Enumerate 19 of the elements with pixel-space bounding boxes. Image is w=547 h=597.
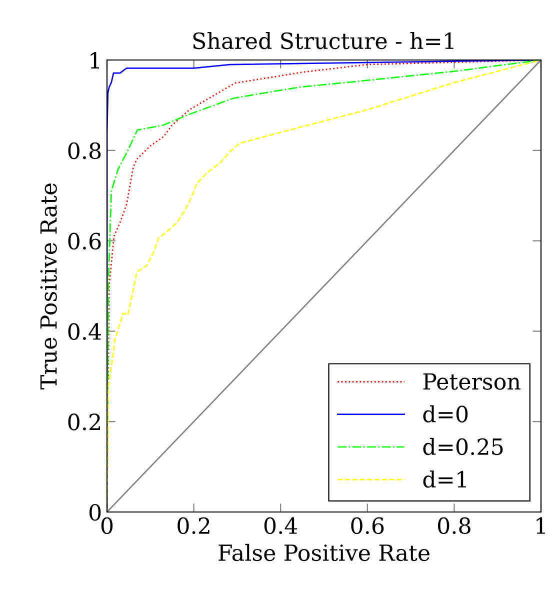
- legend-label: d=1: [423, 470, 466, 488]
- x-tick-label: 1: [536, 517, 545, 534]
- legend-label: Peterson: [423, 373, 520, 390]
- x-tick-label: 0: [101, 517, 113, 534]
- x-tick-label: 0.8: [438, 517, 470, 534]
- legend-label: d=0.25: [423, 438, 503, 456]
- y-tick-label: 0.4: [68, 323, 102, 340]
- x-axis-title: False Positive Rate: [218, 544, 430, 562]
- x-tick-label: 0.6: [351, 517, 384, 534]
- y-tick-label: 0.2: [68, 414, 100, 430]
- chart-title: Shared Structure - h=1: [193, 32, 454, 50]
- y-tick-label: 0.6: [68, 232, 101, 250]
- legend-label: d=0: [423, 405, 468, 422]
- y-tick-label: 0.8: [68, 142, 101, 160]
- x-tick-label: 0.2: [178, 517, 210, 534]
- y-axis-title: True Positive Rate: [40, 183, 57, 390]
- x-tick-label: 0.4: [264, 517, 298, 534]
- y-tick-label: 1: [90, 52, 99, 68]
- y-tick-label: 0: [89, 504, 101, 521]
